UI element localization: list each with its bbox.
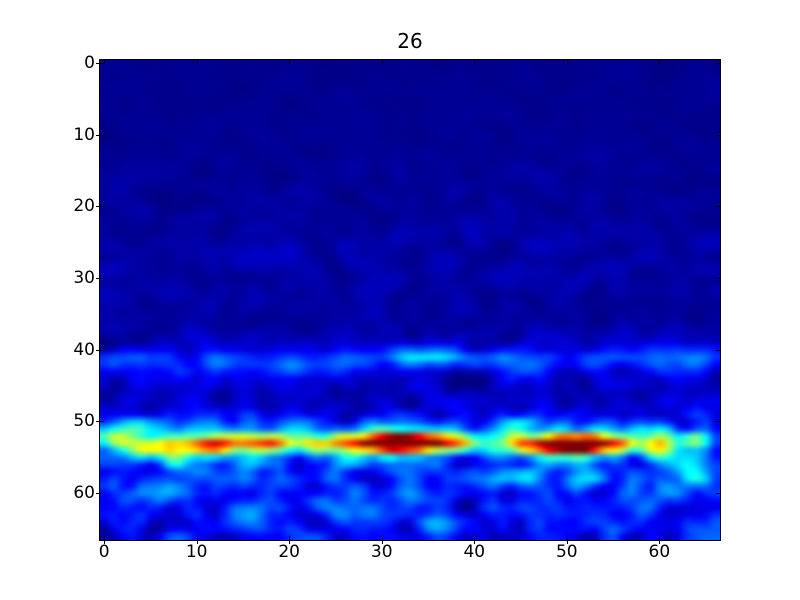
y-tick-mark (100, 349, 104, 351)
y-tick-mark (716, 492, 720, 494)
y-tick-mark (96, 63, 100, 65)
y-tick-mark (96, 349, 100, 351)
x-tick-mark (659, 536, 661, 544)
y-tick-mark (716, 278, 720, 279)
x-tick-mark (196, 60, 198, 64)
x-tick-mark (474, 60, 476, 64)
x-tick-mark (381, 536, 383, 544)
y-tick-label: 20 (73, 196, 95, 217)
y-tick-label: 60 (73, 482, 95, 503)
y-tick-mark (100, 421, 104, 423)
y-tick-label: 0 (84, 53, 95, 74)
y-tick-mark (716, 63, 720, 65)
y-tick-label: 40 (73, 339, 95, 360)
x-tick-mark (104, 60, 106, 64)
chart-title: 26 (397, 29, 423, 53)
tick-marks-layer (96, 60, 720, 544)
x-tick-label: 0 (98, 542, 110, 562)
y-tick-mark (100, 134, 104, 136)
heatmap-canvas (100, 60, 720, 540)
y-tick-mark (100, 278, 104, 279)
x-tick-label: 30 (370, 542, 393, 562)
y-tick-mark (96, 134, 100, 136)
y-tick-label: 30 (73, 268, 95, 288)
x-tick-mark (289, 60, 291, 64)
y-tick-mark (96, 421, 100, 423)
x-tick-mark (474, 536, 476, 544)
y-tick-mark (100, 63, 104, 65)
x-tick-mark (566, 60, 568, 64)
x-tick-mark (381, 60, 383, 64)
x-tick-mark (196, 536, 198, 544)
x-tick-mark (104, 536, 106, 544)
y-tick-label: 50 (73, 411, 95, 432)
y-tick-mark (100, 206, 104, 208)
x-tick-label: 10 (185, 542, 208, 562)
x-tick-label: 50 (555, 542, 578, 562)
y-tick-mark (96, 492, 100, 494)
x-tick-label: 40 (463, 542, 486, 562)
y-tick-mark (96, 278, 100, 279)
x-tick-mark (289, 536, 291, 544)
x-tick-mark (566, 536, 568, 544)
y-tick-mark (716, 421, 720, 423)
y-tick-mark (716, 349, 720, 351)
y-tick-mark (716, 206, 720, 208)
plot-area (96, 59, 721, 544)
y-tick-mark (96, 206, 100, 208)
y-tick-mark (100, 492, 104, 494)
x-tick-mark (659, 60, 661, 64)
y-tick-mark (716, 134, 720, 136)
x-tick-label: 20 (278, 542, 300, 562)
x-tick-label: 60 (648, 542, 671, 562)
y-tick-label: 10 (73, 124, 95, 145)
